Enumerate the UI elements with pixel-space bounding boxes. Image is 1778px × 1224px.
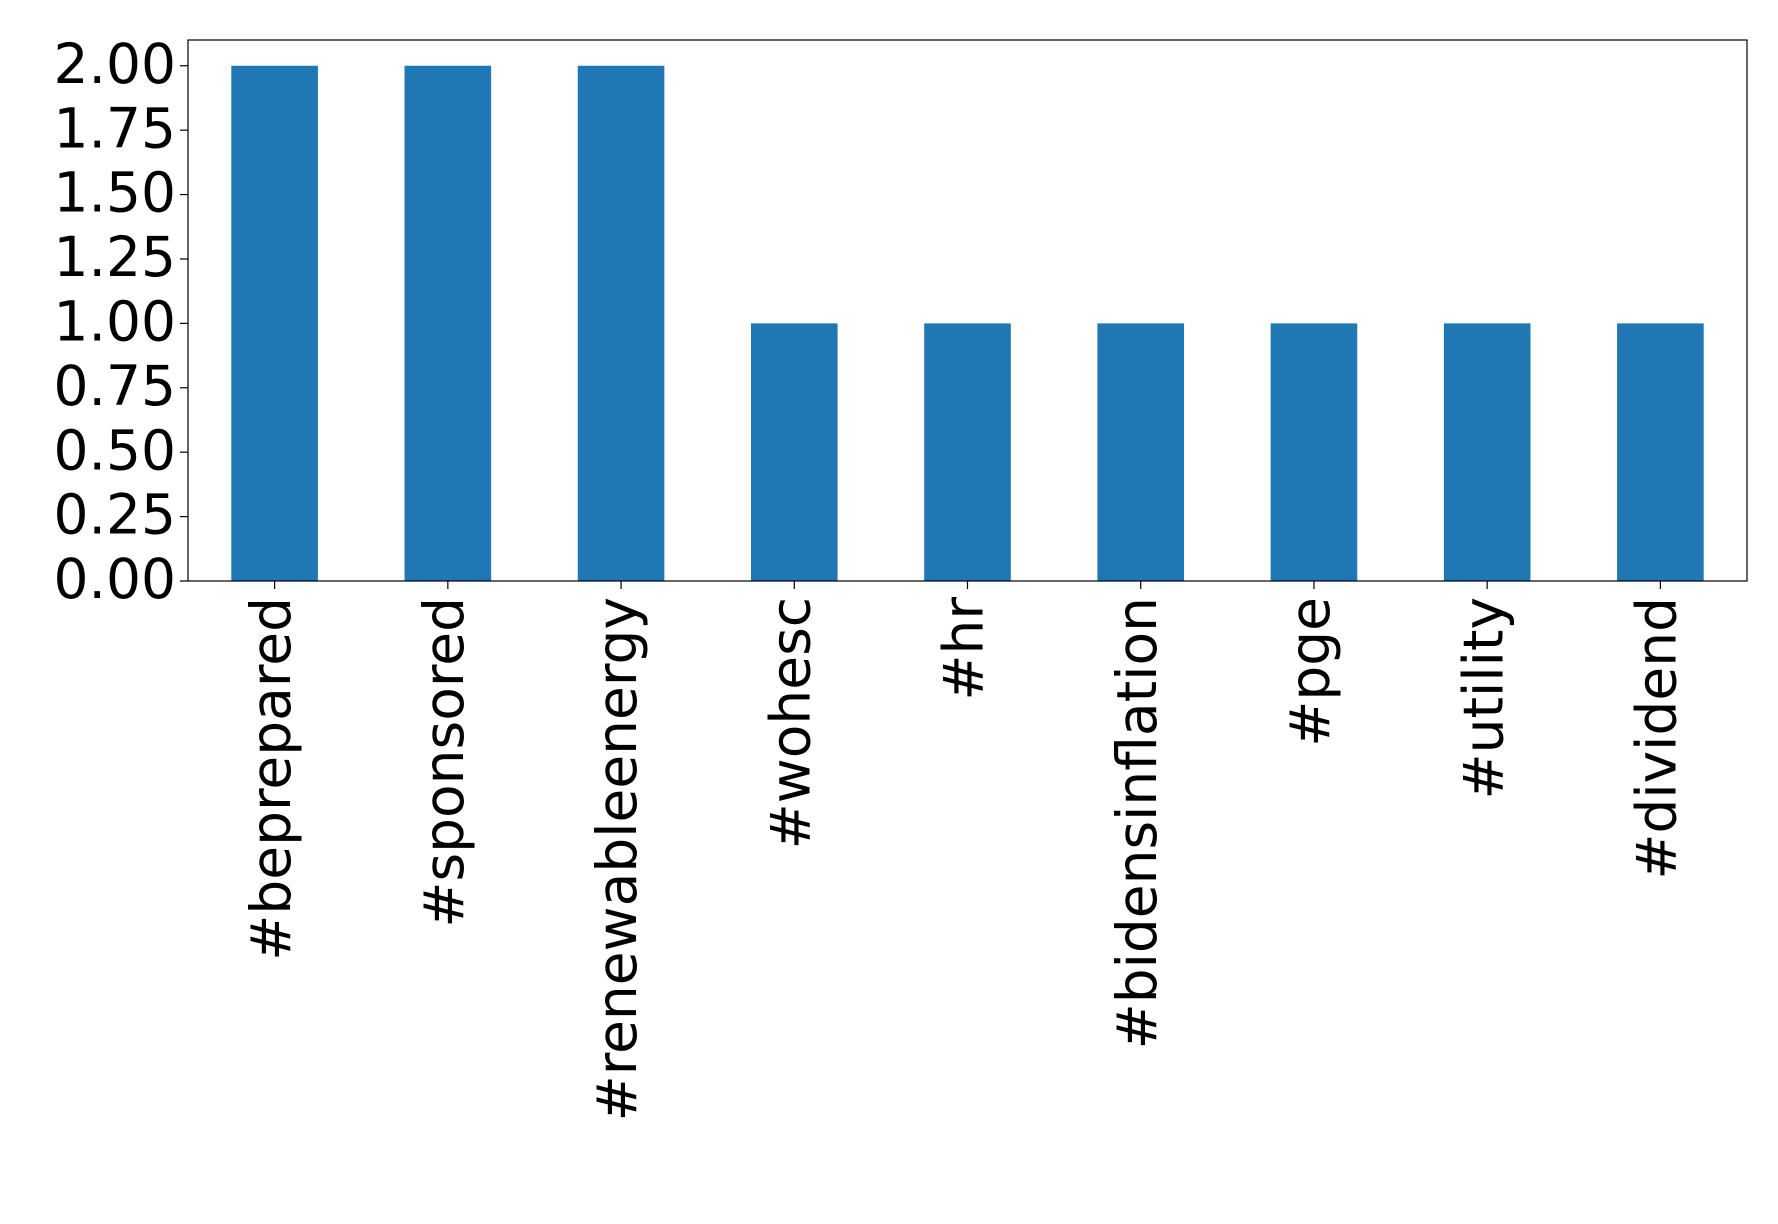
y-tick-label: 1.75 bbox=[54, 96, 176, 160]
bar bbox=[924, 323, 1011, 581]
bar bbox=[1443, 323, 1531, 581]
bar bbox=[1617, 323, 1704, 581]
y-tick-label: 0.25 bbox=[54, 483, 176, 547]
x-tick-label: #dividend bbox=[1625, 597, 1689, 880]
bar bbox=[231, 65, 318, 581]
plot-frame bbox=[187, 39, 1748, 582]
x-tick-label: #bidensinflation bbox=[1105, 597, 1169, 1049]
bar bbox=[1270, 323, 1358, 581]
x-tick-label: #pge bbox=[1278, 597, 1342, 747]
x-tick-label: #wohesc bbox=[758, 597, 822, 849]
y-tick-label: 1.25 bbox=[54, 225, 176, 289]
y-tick-label: 1.50 bbox=[54, 161, 176, 225]
y-tick-label: 0.75 bbox=[54, 354, 176, 418]
x-tick-label: #hr bbox=[932, 597, 996, 701]
x-tick-label: #sponsored bbox=[412, 597, 476, 928]
bar bbox=[577, 65, 665, 581]
y-tick-label: 2.00 bbox=[54, 32, 176, 96]
bar bbox=[404, 65, 492, 581]
x-tick-label: #utility bbox=[1451, 597, 1515, 799]
bar bbox=[750, 323, 838, 581]
bar bbox=[1097, 323, 1185, 581]
y-tick-label: 1.00 bbox=[54, 290, 176, 354]
x-tick-label: #beprepared bbox=[239, 597, 303, 961]
x-tick-label: #renewableenergy bbox=[585, 597, 649, 1121]
y-tick-label: 0.50 bbox=[54, 418, 176, 482]
y-tick-label: 0.00 bbox=[54, 547, 176, 611]
